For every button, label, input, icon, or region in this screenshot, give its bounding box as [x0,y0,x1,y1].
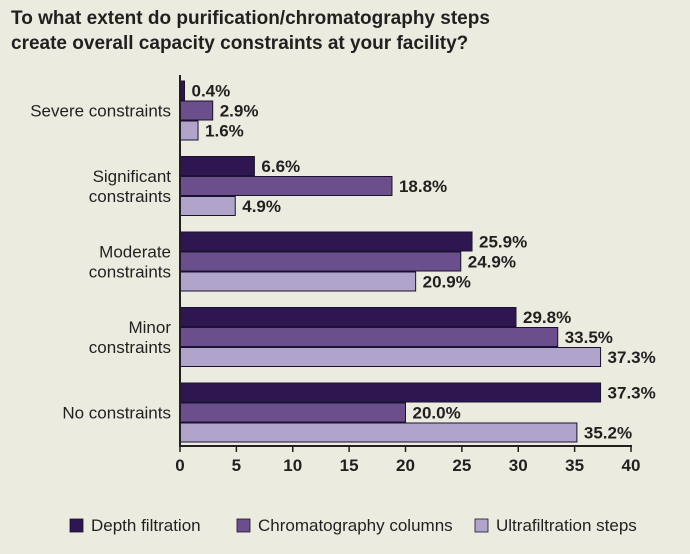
category-label-2-line-0: Moderate [99,243,171,262]
value-label-0-0: 0.4% [192,82,231,101]
x-tick-label-8: 40 [622,456,641,475]
value-label-1-2: 4.9% [242,197,281,216]
legend-swatch-0 [69,518,84,533]
bar-2-2 [179,271,417,292]
value-label-3-0: 29.8% [523,308,571,327]
chart-title-line-2: create overall capacity constraints at y… [11,33,469,54]
bar-1-2 [179,196,236,216]
x-tick-label-2: 10 [283,456,302,475]
chart-title: To what extent do purification/chromatog… [11,6,681,56]
bar-0-2 [179,120,199,141]
x-tick-label-1: 5 [232,456,241,475]
bar-2-1 [179,251,462,272]
x-tick-label-5: 25 [452,456,471,475]
legend-label-1: Chromatography columns [258,516,453,535]
value-label-2-0: 25.9% [479,233,527,252]
category-label-3-line-0: Minor [128,318,171,337]
legend-swatch-2 [474,518,489,533]
legend-swatch-1 [236,518,251,533]
chart-title-line-1: To what extent do purification/chromatog… [11,8,490,29]
value-label-0-1: 2.9% [220,102,259,121]
value-label-4-1: 20.0% [413,404,461,423]
category-label-0: Severe constraints [30,102,171,121]
bar-3-0 [179,307,517,327]
bar-3-1 [179,327,559,347]
bar-1-1 [179,176,393,196]
category-label-3-line-1: constraints [89,338,171,357]
x-tick-label-7: 35 [565,456,584,475]
value-label-1-0: 6.6% [261,157,300,176]
bar-2-0 [179,231,473,252]
bar-4-2 [179,422,578,443]
bar-4-1 [179,402,406,423]
bar-1-0 [179,156,255,176]
legend-label-0: Depth filtration [91,516,201,535]
category-label-1-line-1: constraints [89,187,171,206]
value-label-1-1: 18.8% [399,177,447,196]
x-tick-label-3: 15 [340,456,359,475]
category-label-4: No constraints [62,404,171,423]
value-label-2-1: 24.9% [468,253,516,272]
x-tick-label-6: 30 [509,456,528,475]
x-tick-label-0: 0 [175,456,184,475]
bar-3-2 [179,347,602,367]
value-label-3-2: 37.3% [608,348,656,367]
value-label-0-2: 1.6% [205,122,244,141]
value-label-4-2: 35.2% [584,424,632,443]
bar-4-0 [179,382,602,403]
bar-0-1 [179,100,214,121]
x-tick-label-4: 20 [396,456,415,475]
category-label-1-line-0: Significant [93,167,172,186]
value-label-2-2: 20.9% [423,273,471,292]
value-label-4-0: 37.3% [608,384,656,403]
value-label-3-1: 33.5% [565,328,613,347]
legend-label-2: Ultrafiltration steps [496,516,637,535]
category-label-2-line-1: constraints [89,263,171,282]
